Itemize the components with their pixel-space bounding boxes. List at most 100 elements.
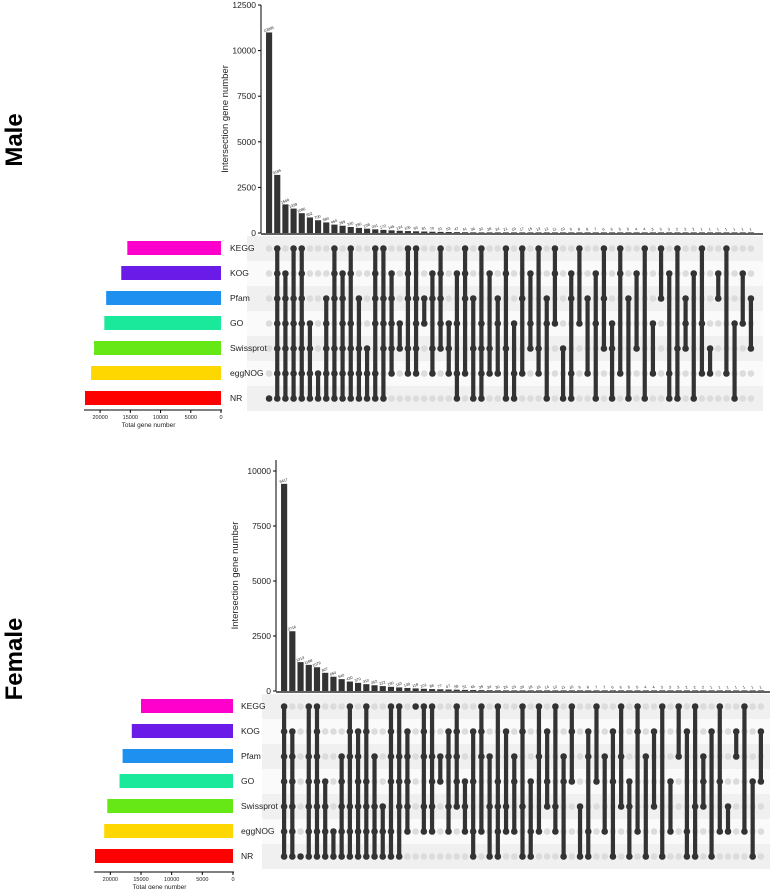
bar-value-label: 1 <box>749 227 752 231</box>
intersection-bar <box>511 690 518 691</box>
intersection-bar <box>560 232 567 233</box>
y-tick-label: 10000 <box>247 466 271 476</box>
matrix-dot-inactive <box>608 295 616 302</box>
matrix-dot-inactive <box>584 395 591 402</box>
bar-value-label: 4 <box>652 685 655 689</box>
matrix-dot-inactive <box>700 728 707 735</box>
bar-value-label: 17 <box>519 227 524 232</box>
matrix-dot-inactive <box>700 703 707 710</box>
intersection-bar <box>708 690 715 691</box>
intersection-bar <box>297 662 304 691</box>
matrix-dot-inactive <box>667 853 674 860</box>
intersection-bar <box>494 232 501 233</box>
matrix-dot-inactive <box>682 270 689 277</box>
intersection-bar <box>625 232 632 233</box>
matrix-dot-inactive <box>437 395 444 402</box>
intersection-bar <box>364 228 371 233</box>
intersection-bar <box>396 230 403 233</box>
bar-value-label: 18 <box>528 685 533 690</box>
matrix-dot-inactive <box>714 370 722 377</box>
bar-value-label: 12 <box>552 685 557 690</box>
matrix-dot-inactive <box>657 370 665 377</box>
bar-value-label: 1313 <box>296 656 305 663</box>
matrix-dot-inactive <box>265 320 273 327</box>
intersection-bar <box>396 687 403 691</box>
matrix-dot-inactive <box>682 395 689 402</box>
matrix-dot-inactive <box>436 853 444 860</box>
set-axis-label: Total gene number <box>133 884 188 889</box>
bar-value-label: 8 <box>586 685 589 689</box>
matrix-dot-inactive <box>510 728 518 735</box>
intersection-bar <box>576 690 584 691</box>
intersection-bar <box>576 232 583 233</box>
matrix-dot-inactive <box>494 395 502 402</box>
matrix-dot-inactive <box>396 395 404 402</box>
bar-value-label: 163 <box>395 682 402 688</box>
matrix-dot-inactive <box>593 853 600 860</box>
bar-value-label: 1 <box>742 685 745 689</box>
set-name-label: KOG <box>241 726 260 736</box>
matrix-dot-inactive <box>412 753 419 760</box>
bar-value-label: 460 <box>330 219 337 225</box>
intersection-bar <box>274 174 281 233</box>
y-tick-label: 2500 <box>252 631 271 641</box>
set-size-bar <box>94 341 221 355</box>
matrix-dot-inactive <box>706 320 714 327</box>
matrix-dot-inactive <box>510 270 518 277</box>
set-axis-label: Total gene number <box>122 422 177 429</box>
set-axis-tick-label: 0 <box>231 877 234 883</box>
matrix-dot-inactive <box>657 345 665 352</box>
set-size-bar <box>104 824 233 838</box>
y-tick-label: 0 <box>251 228 256 238</box>
matrix-dot-inactive <box>404 703 411 710</box>
matrix-dot-inactive <box>576 370 583 377</box>
intersection-bar <box>437 689 444 691</box>
bar-value-label: 2 <box>692 227 695 231</box>
matrix-dot-inactive <box>757 703 765 710</box>
matrix-dot-inactive <box>297 753 304 760</box>
intersection-bar <box>445 689 452 691</box>
set-name-label: Swissprot <box>241 801 278 811</box>
matrix-dot-inactive <box>723 395 730 402</box>
bar-value-label: 262 <box>371 679 378 685</box>
matrix-dot-inactive <box>700 828 707 835</box>
intersection-bar <box>363 684 370 691</box>
set-size-bar <box>122 749 233 763</box>
matrix-dot-inactive <box>437 370 444 377</box>
bar-value-label: 106 <box>404 225 411 231</box>
matrix-dot-inactive <box>716 853 724 860</box>
matrix-dot-inactive <box>527 703 535 710</box>
matrix-dot-inactive <box>510 853 518 860</box>
matrix-dot-inactive <box>747 370 755 377</box>
matrix-dot-inactive <box>600 395 608 402</box>
matrix-dot-inactive <box>724 703 732 710</box>
bar-value-label: 852 <box>306 212 313 218</box>
bar-value-label: 222 <box>379 680 386 686</box>
intersection-bar <box>413 231 420 233</box>
matrix-dot-inactive <box>665 245 673 252</box>
matrix-dot-inactive <box>469 703 477 710</box>
bar-value-label: 118 <box>412 683 419 689</box>
matrix-dot-inactive <box>657 320 665 327</box>
bar-value-label: 4 <box>635 227 638 231</box>
matrix-dot-inactive <box>502 853 510 860</box>
intersection-bar <box>305 664 312 691</box>
matrix-dot-inactive <box>314 295 322 302</box>
intersection-bar <box>723 232 730 233</box>
bar-value-label: 3 <box>651 227 654 231</box>
matrix-dot-inactive <box>420 345 428 352</box>
bar-value-label: 2 <box>675 227 678 231</box>
intersection-bar <box>298 213 305 233</box>
matrix-dot-inactive <box>616 395 624 402</box>
bar-value-label: 3 <box>677 685 680 689</box>
intersection-bar <box>494 690 501 691</box>
matrix-dot-inactive <box>445 245 453 252</box>
bar-value-label: 8 <box>586 227 589 231</box>
set-axis-tick-label: 10000 <box>153 415 168 421</box>
bar-value-label: 2716 <box>287 625 296 632</box>
intersection-bar <box>724 690 732 691</box>
matrix-dot-inactive <box>584 270 591 277</box>
set-name-label: KEGG <box>230 243 255 253</box>
matrix-dot-inactive <box>667 703 674 710</box>
set-name-label: NR <box>230 393 242 403</box>
